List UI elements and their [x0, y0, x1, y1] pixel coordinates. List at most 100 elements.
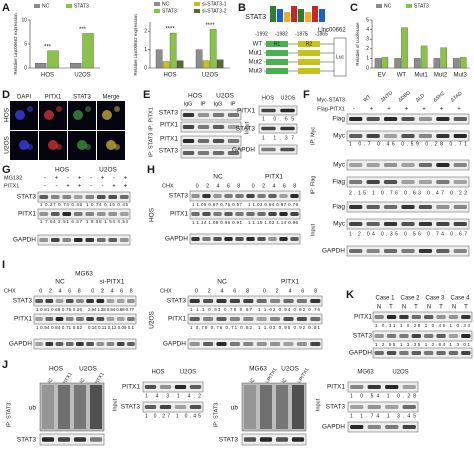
- blot-frame: [180, 109, 242, 121]
- lane-label: T: [389, 305, 393, 311]
- blot-label: Flag: [332, 116, 345, 123]
- sign: +: [101, 176, 105, 182]
- blot-label: PITX1: [18, 211, 36, 218]
- blot-band: [453, 249, 467, 253]
- blot-frame: [347, 381, 419, 393]
- blot-band: [227, 151, 240, 155]
- blot-band: [243, 317, 254, 321]
- channel-label: STAT3: [73, 95, 91, 101]
- blot-band: [212, 151, 225, 155]
- sign: +: [440, 107, 444, 113]
- blot-band: [76, 342, 84, 346]
- cell: [19, 140, 29, 150]
- blot-band: [374, 315, 384, 319]
- blot-band: [86, 299, 94, 303]
- blot-band: [283, 299, 294, 303]
- quant: 1 1.74 1 3.45: [350, 413, 416, 419]
- blot-label: PITX1: [354, 314, 372, 321]
- blot-band: [89, 437, 103, 442]
- sign: +: [387, 107, 391, 113]
- blot-band: [55, 299, 64, 303]
- group-label: Input: [244, 121, 250, 134]
- ub-lane: [90, 385, 102, 429]
- channel-label: Merge: [102, 95, 120, 101]
- blot-label: GAPDH: [322, 424, 345, 431]
- sign: -: [353, 107, 355, 113]
- quant: 1 1.03 0.95 0.92 0.81: [258, 325, 320, 330]
- blot-band: [182, 113, 195, 117]
- blot-band: [246, 194, 255, 198]
- quant: 2.94 1.28 0.94 0.68 0.77: [88, 307, 134, 312]
- sign: -: [90, 176, 92, 182]
- bar: [394, 58, 401, 69]
- blot-label: STAT3: [17, 194, 37, 201]
- sign: -: [90, 184, 92, 190]
- blot-band: [280, 126, 295, 131]
- blot-band: [235, 237, 244, 241]
- cell-label: U2OS: [392, 370, 408, 376]
- sign: +: [370, 107, 374, 113]
- time-label: 6: [301, 288, 304, 294]
- blot-band: [283, 317, 294, 321]
- quant: 1 0.7 0.46 0.59 0.28 0.71: [349, 141, 467, 147]
- blot-band: [96, 212, 106, 216]
- time-label: 6: [227, 183, 230, 189]
- blot-band: [189, 405, 202, 409]
- quant: 1 1.05 0.87 0.75 0.57: [192, 202, 242, 207]
- blot-band: [401, 205, 415, 209]
- cell-label: U2OS: [149, 310, 156, 328]
- blot-frame: [180, 121, 242, 133]
- blot-band: [268, 194, 277, 198]
- treat-label: CHX: [162, 183, 174, 189]
- lane-label: T: [414, 305, 418, 311]
- blot-band: [224, 194, 233, 198]
- x-tick-label: HOS: [41, 73, 54, 79]
- blot-band: [224, 212, 233, 216]
- ub-lane: [58, 385, 70, 429]
- cell: [85, 144, 91, 150]
- blot-band: [366, 180, 380, 184]
- blot-band: [461, 334, 471, 338]
- ip-label: IP: STAT3: [148, 133, 154, 158]
- x-tick-label: EV: [378, 73, 386, 79]
- blot-band: [106, 299, 115, 303]
- bar: [460, 57, 467, 69]
- ip-label: IP: STAT3: [6, 403, 12, 428]
- cell: [56, 144, 62, 150]
- blot-band: [257, 194, 266, 198]
- case-label: Case 2: [400, 296, 420, 302]
- blot-band: [261, 108, 276, 113]
- blot-band: [386, 351, 397, 355]
- cell: [15, 110, 25, 120]
- blot-band: [229, 299, 240, 303]
- cell-label: U2OS: [180, 370, 196, 376]
- blot-band: [62, 195, 72, 199]
- sign: +: [124, 176, 128, 182]
- blot-frame: [258, 123, 298, 134]
- bar: [176, 60, 184, 69]
- group-label: Input: [315, 398, 321, 411]
- blot-band: [159, 385, 172, 389]
- cell: [85, 106, 91, 112]
- blot-band: [366, 249, 380, 253]
- blot-label: STAT3: [121, 404, 141, 411]
- blot-band: [350, 425, 364, 429]
- time-label: 4: [58, 288, 61, 294]
- panel-letter: G: [2, 164, 11, 176]
- panel-letter: E: [143, 89, 150, 101]
- blot-frame: [37, 234, 131, 246]
- blot-band: [41, 437, 55, 442]
- blot-band: [366, 163, 380, 167]
- blot-band: [349, 180, 363, 184]
- blot-band: [216, 299, 227, 303]
- blot-frame: [346, 159, 470, 171]
- ip-label: IP: PITX1: [148, 107, 154, 131]
- quant: 1 2.95 1 3.35 1 2.84 1 3.01: [375, 342, 470, 347]
- blot-label: STAT3: [13, 298, 33, 305]
- blot-frame: [189, 233, 301, 245]
- blot-frame: [346, 176, 470, 188]
- blot-band: [182, 139, 195, 143]
- blot-band: [283, 342, 294, 346]
- ub-lane: [74, 385, 86, 429]
- legend-swatch: [34, 4, 40, 8]
